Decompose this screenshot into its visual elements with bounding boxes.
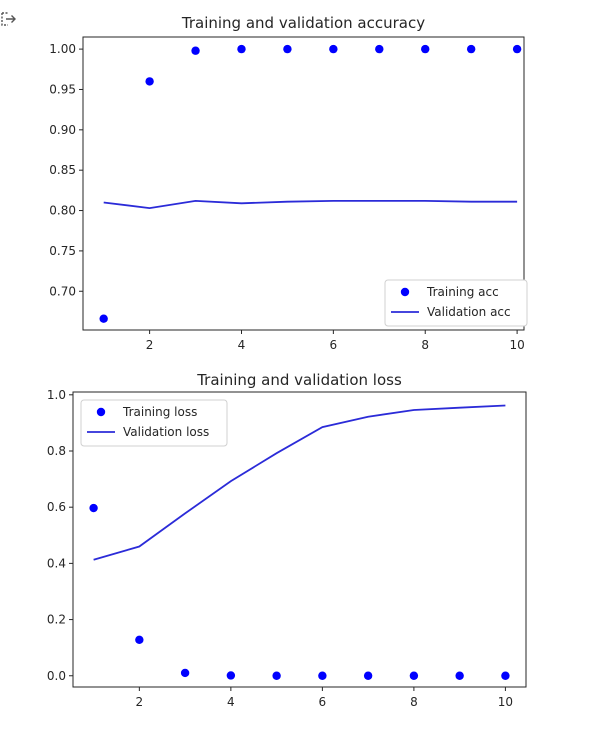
legend-dot-marker <box>400 287 410 297</box>
data-point <box>363 671 373 680</box>
data-point <box>272 671 281 680</box>
y-tick-label: 0.8 <box>47 444 66 458</box>
x-tick-label: 6 <box>330 338 338 352</box>
data-point <box>466 44 476 54</box>
data-point <box>512 44 522 54</box>
chart-title: Training and validation loss <box>196 371 402 389</box>
legend-label: Training loss <box>122 405 197 419</box>
x-tick-label: 8 <box>410 695 418 709</box>
series-line-1 <box>103 199 518 210</box>
plot-area <box>72 391 527 688</box>
y-tick-label: 0.75 <box>49 244 76 258</box>
x-tick-label: 10 <box>509 338 524 352</box>
y-tick-label: 0.95 <box>49 82 76 96</box>
x-tick-label: 10 <box>498 695 513 709</box>
legend-label: Validation loss <box>123 425 209 439</box>
y-tick-label: 0.2 <box>47 613 66 627</box>
x-tick-label: 2 <box>136 695 144 709</box>
y-tick-label: 0.4 <box>47 556 66 570</box>
data-point <box>145 77 154 86</box>
y-tick-label: 1.00 <box>49 42 76 56</box>
data-point <box>237 44 246 54</box>
y-tick-label: 0.0 <box>47 669 66 683</box>
data-point <box>283 44 292 54</box>
legend-box <box>80 399 228 447</box>
data-point <box>180 668 190 678</box>
data-point <box>99 314 108 323</box>
x-tick-label: 4 <box>227 695 235 709</box>
plot-area <box>82 36 525 331</box>
x-tick-label: 4 <box>238 338 246 352</box>
data-point <box>191 46 200 55</box>
x-tick-label: 6 <box>319 695 327 709</box>
legend-label: Training acc <box>426 285 499 299</box>
y-tick-label: 0.85 <box>49 163 76 177</box>
data-point <box>226 671 236 680</box>
data-point <box>135 635 144 644</box>
loss-chart: Training and validation loss 0.0 0.2 0.4 0.6… <box>47 371 527 709</box>
data-point <box>89 503 98 513</box>
series-line-1 <box>93 404 506 561</box>
data-point <box>329 44 338 54</box>
y-tick-label: 0.80 <box>49 204 76 218</box>
y-tick-label: 1.0 <box>47 388 66 402</box>
accuracy-chart: Training and validation accuracy 0.70 0.75… <box>49 14 528 352</box>
chart-title: Training and validation accuracy <box>181 14 425 32</box>
y-tick-label: 0.70 <box>49 284 76 298</box>
x-tick-label: 8 <box>421 338 429 352</box>
data-point <box>455 671 464 680</box>
x-tick-label: 2 <box>146 338 154 352</box>
legend-dot-marker <box>96 407 106 417</box>
data-point <box>409 671 419 680</box>
output-arrow-icon <box>0 10 18 28</box>
y-tick-label: 0.6 <box>47 500 66 514</box>
data-point <box>421 44 430 54</box>
data-point <box>318 671 327 680</box>
legend-label: Validation acc <box>427 305 511 319</box>
legend-box <box>384 279 528 327</box>
data-point <box>375 44 384 54</box>
y-tick-label: 0.90 <box>49 123 76 137</box>
data-point <box>501 671 510 680</box>
